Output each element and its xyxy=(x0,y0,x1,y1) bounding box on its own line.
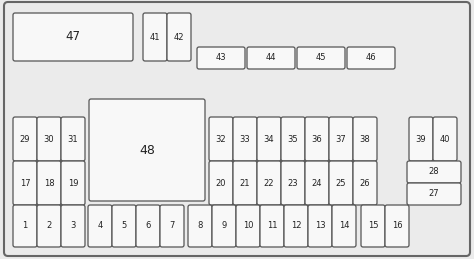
FancyBboxPatch shape xyxy=(197,47,245,69)
Text: 14: 14 xyxy=(339,221,349,231)
FancyBboxPatch shape xyxy=(233,161,257,205)
Text: 27: 27 xyxy=(428,190,439,198)
Text: 34: 34 xyxy=(264,134,274,143)
FancyBboxPatch shape xyxy=(13,117,37,161)
Text: 10: 10 xyxy=(243,221,253,231)
Text: 12: 12 xyxy=(291,221,301,231)
FancyBboxPatch shape xyxy=(305,161,329,205)
Text: 35: 35 xyxy=(288,134,298,143)
FancyBboxPatch shape xyxy=(433,117,457,161)
FancyBboxPatch shape xyxy=(136,205,160,247)
FancyBboxPatch shape xyxy=(305,117,329,161)
FancyBboxPatch shape xyxy=(188,205,212,247)
FancyBboxPatch shape xyxy=(353,161,377,205)
Text: 9: 9 xyxy=(221,221,227,231)
Text: 13: 13 xyxy=(315,221,325,231)
FancyBboxPatch shape xyxy=(13,161,37,205)
FancyBboxPatch shape xyxy=(37,117,61,161)
Text: 23: 23 xyxy=(288,178,298,188)
FancyBboxPatch shape xyxy=(329,161,353,205)
Text: 43: 43 xyxy=(216,54,226,62)
FancyBboxPatch shape xyxy=(409,117,433,161)
Text: 42: 42 xyxy=(174,32,184,41)
Text: 4: 4 xyxy=(97,221,103,231)
FancyBboxPatch shape xyxy=(353,117,377,161)
Text: 29: 29 xyxy=(20,134,30,143)
FancyBboxPatch shape xyxy=(88,205,112,247)
FancyBboxPatch shape xyxy=(13,13,133,61)
FancyBboxPatch shape xyxy=(260,205,284,247)
FancyBboxPatch shape xyxy=(257,161,281,205)
FancyBboxPatch shape xyxy=(332,205,356,247)
Text: 19: 19 xyxy=(68,178,78,188)
FancyBboxPatch shape xyxy=(233,117,257,161)
FancyBboxPatch shape xyxy=(209,161,233,205)
Text: 36: 36 xyxy=(311,134,322,143)
FancyBboxPatch shape xyxy=(160,205,184,247)
FancyBboxPatch shape xyxy=(61,117,85,161)
FancyBboxPatch shape xyxy=(167,13,191,61)
FancyBboxPatch shape xyxy=(212,205,236,247)
Text: 22: 22 xyxy=(264,178,274,188)
Text: 24: 24 xyxy=(312,178,322,188)
Text: 20: 20 xyxy=(216,178,226,188)
FancyBboxPatch shape xyxy=(143,13,167,61)
FancyBboxPatch shape xyxy=(361,205,385,247)
FancyBboxPatch shape xyxy=(297,47,345,69)
Text: 32: 32 xyxy=(216,134,226,143)
FancyBboxPatch shape xyxy=(4,2,470,256)
Text: 48: 48 xyxy=(139,143,155,156)
Text: 31: 31 xyxy=(68,134,78,143)
Text: 47: 47 xyxy=(65,31,81,44)
FancyBboxPatch shape xyxy=(13,205,37,247)
Text: 28: 28 xyxy=(428,168,439,176)
FancyBboxPatch shape xyxy=(281,117,305,161)
Text: 7: 7 xyxy=(169,221,175,231)
Text: 8: 8 xyxy=(197,221,203,231)
Text: 16: 16 xyxy=(392,221,402,231)
FancyBboxPatch shape xyxy=(37,205,61,247)
FancyBboxPatch shape xyxy=(284,205,308,247)
FancyBboxPatch shape xyxy=(385,205,409,247)
FancyBboxPatch shape xyxy=(329,117,353,161)
Text: 30: 30 xyxy=(44,134,55,143)
Text: 2: 2 xyxy=(46,221,52,231)
Text: 3: 3 xyxy=(70,221,76,231)
FancyBboxPatch shape xyxy=(308,205,332,247)
Text: 21: 21 xyxy=(240,178,250,188)
Text: 11: 11 xyxy=(267,221,277,231)
Text: 39: 39 xyxy=(416,134,426,143)
Text: 44: 44 xyxy=(266,54,276,62)
Text: 6: 6 xyxy=(146,221,151,231)
Text: 18: 18 xyxy=(44,178,55,188)
Text: 40: 40 xyxy=(440,134,450,143)
FancyBboxPatch shape xyxy=(61,161,85,205)
FancyBboxPatch shape xyxy=(407,161,461,183)
Text: 33: 33 xyxy=(240,134,250,143)
FancyBboxPatch shape xyxy=(347,47,395,69)
Text: 41: 41 xyxy=(150,32,160,41)
FancyBboxPatch shape xyxy=(236,205,260,247)
FancyBboxPatch shape xyxy=(89,99,205,201)
FancyBboxPatch shape xyxy=(247,47,295,69)
Text: 5: 5 xyxy=(121,221,127,231)
Text: 45: 45 xyxy=(316,54,326,62)
Text: 1: 1 xyxy=(22,221,27,231)
Text: 25: 25 xyxy=(336,178,346,188)
Text: 15: 15 xyxy=(368,221,378,231)
FancyBboxPatch shape xyxy=(407,183,461,205)
Text: 17: 17 xyxy=(20,178,30,188)
FancyBboxPatch shape xyxy=(37,161,61,205)
FancyBboxPatch shape xyxy=(61,205,85,247)
FancyBboxPatch shape xyxy=(112,205,136,247)
FancyBboxPatch shape xyxy=(257,117,281,161)
Text: 26: 26 xyxy=(360,178,370,188)
FancyBboxPatch shape xyxy=(209,117,233,161)
Text: 37: 37 xyxy=(336,134,346,143)
Text: 38: 38 xyxy=(360,134,370,143)
FancyBboxPatch shape xyxy=(281,161,305,205)
Text: 46: 46 xyxy=(365,54,376,62)
